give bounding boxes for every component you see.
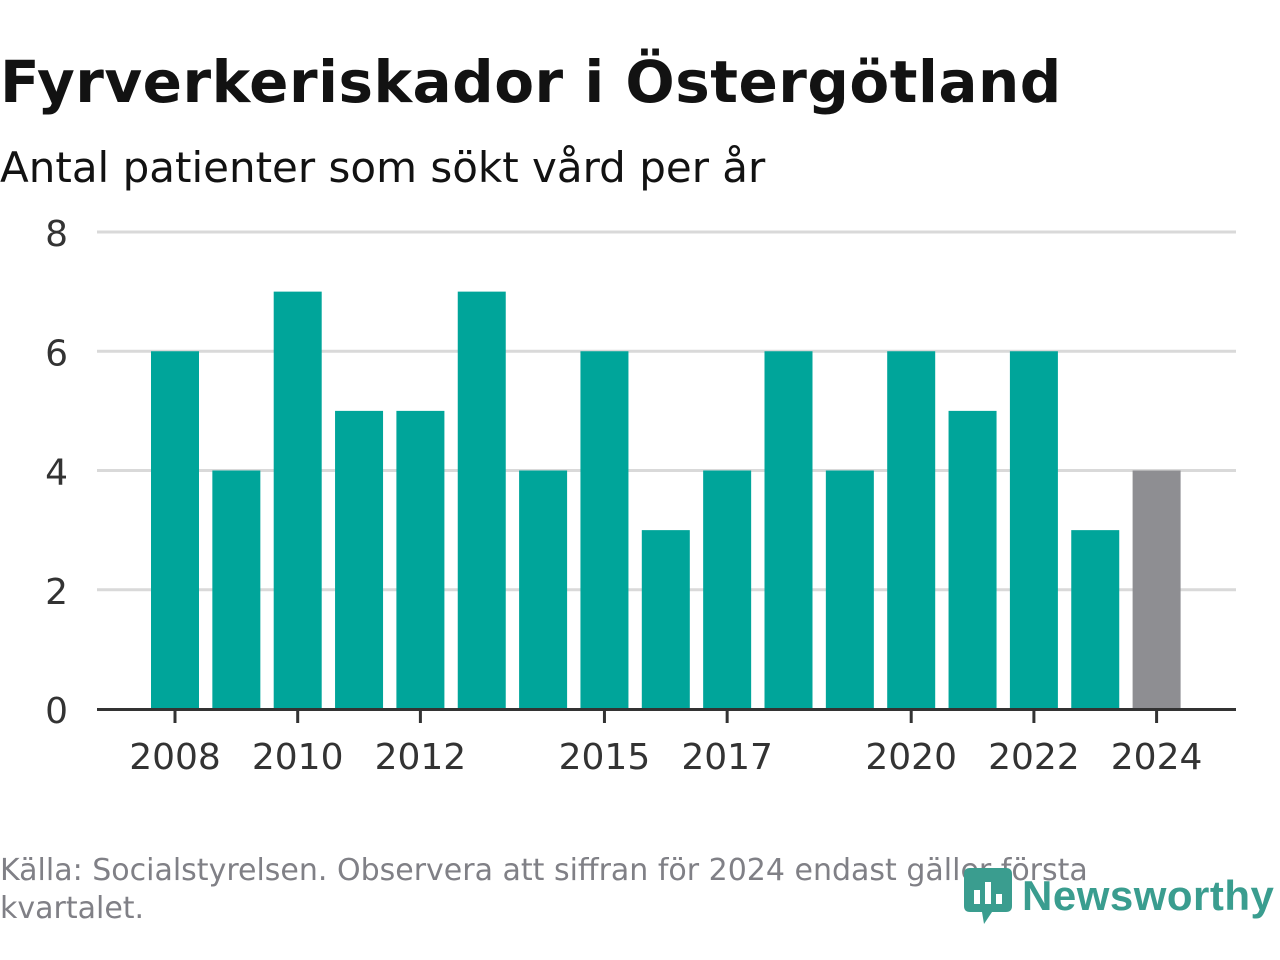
bar-2010 bbox=[273, 291, 322, 709]
x-tick-label: 2024 bbox=[1111, 737, 1203, 778]
x-tick-label: 2022 bbox=[988, 737, 1080, 778]
bar-2017 bbox=[703, 470, 752, 709]
bar-2022 bbox=[1009, 351, 1058, 709]
bar-2024 bbox=[1132, 470, 1181, 709]
bar-2011 bbox=[335, 410, 384, 709]
y-tick-label: 2 bbox=[45, 572, 68, 613]
bar-2008 bbox=[151, 351, 199, 709]
bar-2018 bbox=[764, 351, 813, 709]
x-tick-label: 2017 bbox=[681, 737, 773, 778]
bar-2021 bbox=[948, 410, 997, 709]
bar-2013 bbox=[457, 291, 506, 709]
bar-2014 bbox=[519, 470, 568, 709]
y-tick-label: 4 bbox=[45, 453, 68, 494]
bar-2019 bbox=[825, 470, 874, 709]
chart-subtitle: Antal patienter som sökt vård per år bbox=[0, 143, 766, 192]
bar-2016 bbox=[641, 530, 690, 709]
source-note: Källa: Socialstyrelsen. Observera att si… bbox=[0, 853, 1088, 926]
x-tick-label: 2010 bbox=[252, 737, 344, 778]
x-tick-label: 2020 bbox=[865, 737, 957, 778]
x-axis-ticks: 2008 2010 2012 2015 2017 2020 2022 2024 bbox=[129, 709, 1202, 778]
x-tick-label: 2015 bbox=[559, 737, 651, 778]
bar-chart: 0 2 4 6 8 2008 2010 2012 2015 2017 2020 2022 2024 bbox=[45, 214, 1236, 778]
x-tick-label: 2008 bbox=[129, 737, 221, 778]
bar-2009 bbox=[212, 470, 261, 709]
y-tick-label: 0 bbox=[45, 691, 68, 732]
bar-2020 bbox=[887, 351, 936, 709]
x-tick-label: 2012 bbox=[375, 737, 467, 778]
bar-2012 bbox=[396, 410, 445, 709]
y-axis-ticks: 0 2 4 6 8 bbox=[45, 214, 68, 732]
bars bbox=[151, 291, 1181, 709]
chart-title: Fyrverkeriskador i Östergötland bbox=[0, 48, 1062, 116]
bar-2015 bbox=[580, 351, 629, 709]
newsworthy-logo-text: Newsworthy bbox=[1022, 872, 1275, 919]
y-tick-label: 8 bbox=[45, 214, 68, 255]
newsworthy-logo-icon bbox=[964, 868, 1012, 924]
y-tick-label: 6 bbox=[45, 333, 68, 374]
bar-2023 bbox=[1071, 530, 1120, 709]
newsworthy-logo: Newsworthy bbox=[962, 866, 1274, 926]
